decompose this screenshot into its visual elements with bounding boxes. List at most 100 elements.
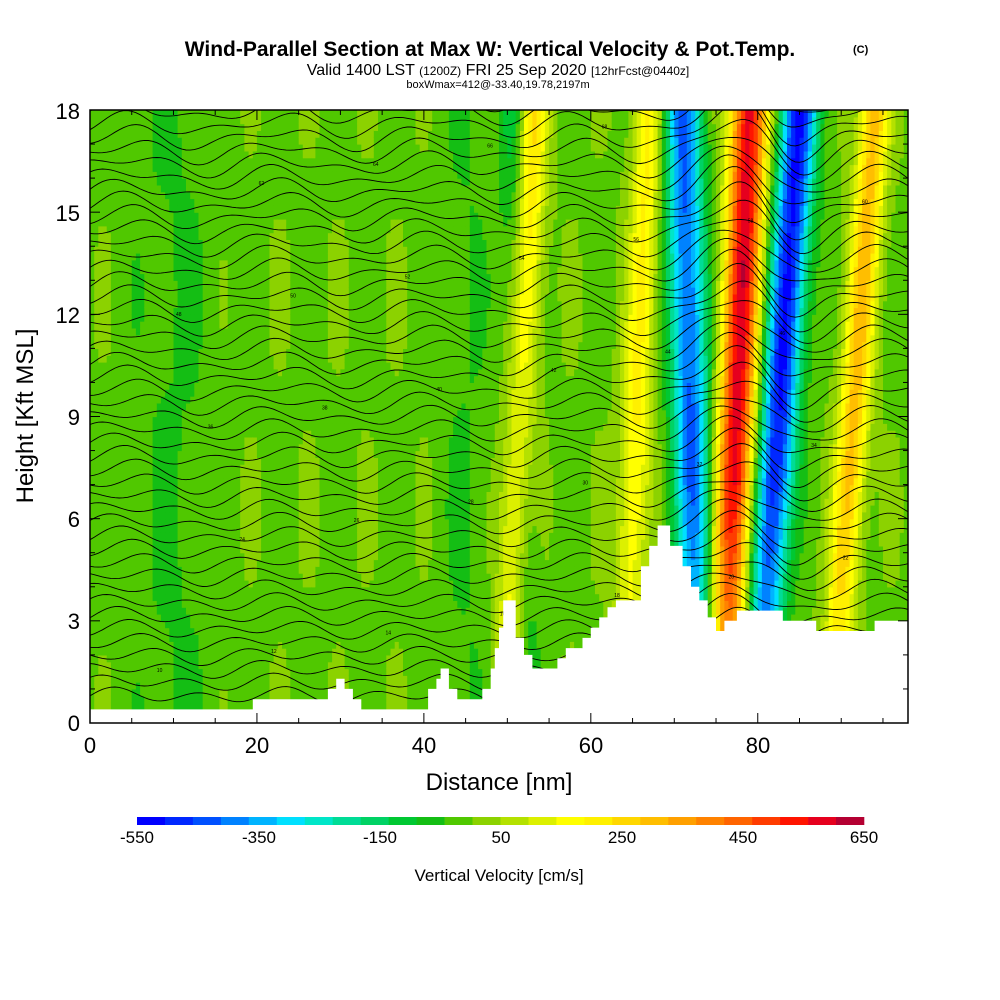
velocity-cell <box>240 198 245 206</box>
velocity-cell <box>177 607 183 615</box>
velocity-cell <box>98 702 104 710</box>
velocity-cell <box>265 566 271 574</box>
velocity-cell <box>277 409 283 418</box>
velocity-cell <box>156 246 162 254</box>
velocity-cell <box>302 123 308 131</box>
velocity-cell <box>248 232 254 240</box>
velocity-cell <box>140 409 145 418</box>
velocity-cell <box>302 688 308 697</box>
velocity-cell <box>173 402 179 411</box>
velocity-cell <box>98 137 104 145</box>
velocity-cell <box>123 164 129 172</box>
velocity-cell <box>127 362 133 370</box>
velocity-cell <box>231 484 237 492</box>
velocity-cell <box>160 586 166 595</box>
velocity-cell <box>131 293 137 302</box>
velocity-cell <box>261 212 266 220</box>
velocity-cell <box>277 586 283 595</box>
velocity-cell <box>290 375 296 383</box>
velocity-cell <box>215 545 220 554</box>
velocity-cell <box>273 402 279 411</box>
velocity-cell <box>152 307 158 315</box>
velocity-cell <box>265 654 271 663</box>
velocity-cell <box>248 600 254 608</box>
velocity-cell <box>190 600 195 608</box>
velocity-cell <box>273 471 279 479</box>
velocity-cell <box>240 375 245 383</box>
velocity-cell <box>315 423 321 431</box>
velocity-cell <box>156 688 162 697</box>
velocity-cell <box>298 648 304 656</box>
velocity-cell <box>131 457 137 465</box>
velocity-cell <box>273 518 279 527</box>
velocity-cell <box>127 307 133 315</box>
velocity-cell <box>186 498 191 506</box>
velocity-cell <box>273 430 279 438</box>
velocity-cell <box>135 688 141 697</box>
velocity-cell <box>223 518 229 527</box>
velocity-cell <box>115 253 120 261</box>
velocity-cell <box>140 355 145 363</box>
velocity-cell <box>102 491 108 499</box>
velocity-cell <box>211 634 216 642</box>
velocity-cell <box>135 573 141 581</box>
velocity-cell <box>290 518 296 527</box>
velocity-cell <box>156 280 162 288</box>
velocity-cell <box>211 375 216 383</box>
velocity-cell <box>261 328 266 336</box>
velocity-cell <box>261 219 266 227</box>
velocity-cell <box>119 273 124 281</box>
velocity-cell <box>223 675 229 683</box>
velocity-cell <box>131 682 137 690</box>
velocity-cell <box>152 334 158 343</box>
velocity-cell <box>236 648 241 656</box>
velocity-cell <box>140 389 145 397</box>
velocity-cell <box>307 436 312 445</box>
velocity-cell <box>315 559 321 567</box>
velocity-cell <box>265 471 271 479</box>
velocity-cell <box>127 368 133 377</box>
velocity-cell <box>173 382 179 390</box>
velocity-cell <box>190 511 195 520</box>
velocity-cell <box>156 573 162 581</box>
velocity-cell <box>160 518 166 527</box>
velocity-cell <box>127 450 133 458</box>
velocity-cell <box>215 430 220 438</box>
velocity-cell <box>127 178 133 186</box>
velocity-cell <box>194 402 200 411</box>
velocity-cell <box>190 627 195 635</box>
velocity-cell <box>106 620 112 629</box>
velocity-cell <box>298 253 304 261</box>
velocity-cell <box>152 498 158 506</box>
velocity-cell <box>252 423 258 431</box>
velocity-cell <box>282 307 287 315</box>
velocity-cell <box>173 648 179 656</box>
velocity-cell <box>102 389 108 397</box>
velocity-cell <box>102 219 108 227</box>
velocity-cell <box>223 607 229 615</box>
velocity-cell <box>119 627 124 635</box>
velocity-cell <box>102 573 108 581</box>
velocity-cell <box>269 600 275 608</box>
velocity-cell <box>261 464 266 472</box>
velocity-cell <box>152 627 158 635</box>
velocity-cell <box>211 688 216 697</box>
velocity-cell <box>206 259 212 268</box>
velocity-cell <box>273 511 279 520</box>
velocity-cell <box>290 661 296 670</box>
velocity-cell <box>269 253 275 261</box>
velocity-cell <box>261 593 266 601</box>
velocity-cell <box>315 402 321 411</box>
velocity-cell <box>282 614 287 622</box>
chart-subtitle-box: boxWmax=412@-33.40,19.78,2197m <box>406 79 589 91</box>
velocity-cell <box>298 620 304 629</box>
velocity-cell <box>244 695 250 704</box>
velocity-cell <box>261 668 266 676</box>
velocity-cell <box>298 423 304 431</box>
velocity-cell <box>290 212 296 220</box>
velocity-cell <box>248 293 254 302</box>
velocity-cell <box>119 409 124 418</box>
velocity-cell <box>236 191 241 200</box>
velocity-cell <box>169 287 175 295</box>
velocity-cell <box>215 280 220 288</box>
